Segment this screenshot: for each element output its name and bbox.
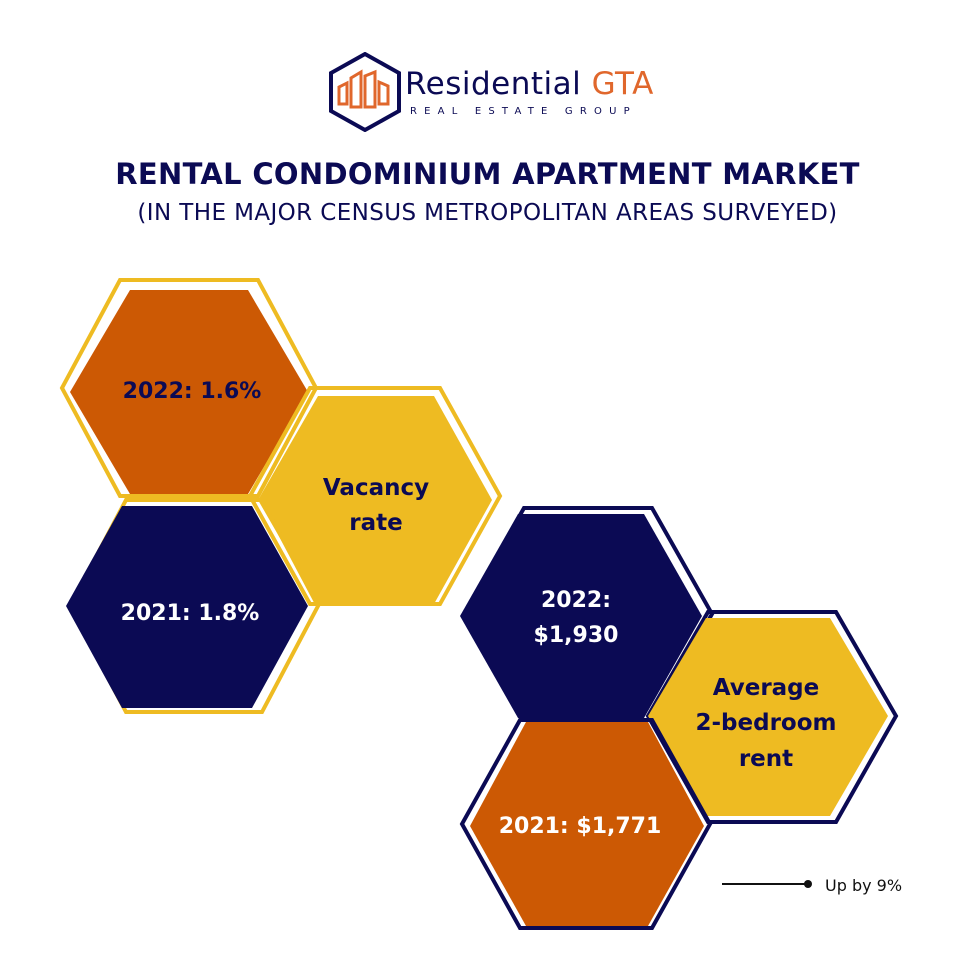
rent-label-line3: rent xyxy=(739,746,793,772)
rent-2022-line1: 2022: xyxy=(541,588,611,613)
vacancy-label-line1: Vacancy xyxy=(323,475,429,501)
legend-marker xyxy=(722,880,812,888)
rent-label-line1: Average xyxy=(713,675,820,701)
hex-vacancy-2021: 2021: 1.8% xyxy=(66,498,321,714)
vacancy-2021-value: 2021: 1.8% xyxy=(121,601,260,626)
legend-label: Up by 9% xyxy=(825,876,903,895)
page-title: RENTAL CONDOMINIUM APARTMENT MARKET xyxy=(115,157,860,191)
page-subtitle: (IN THE MAJOR CENSUS METROPOLITAN AREAS … xyxy=(137,200,838,226)
vacancy-2022-value: 2022: 1.6% xyxy=(123,379,262,404)
hex-vacancy-label: Vacancy rate xyxy=(247,386,503,606)
rent-2021-value: 2021: $1,771 xyxy=(499,814,662,839)
building-hexagon-logo-icon xyxy=(329,52,401,132)
hex-rent-label: Average 2-bedroom rent xyxy=(645,610,899,824)
rent-label-line2: 2-bedroom xyxy=(696,710,837,736)
vacancy-label-line2: rate xyxy=(349,510,402,536)
rent-2022-line2: $1,930 xyxy=(534,623,619,648)
brand-name-accent: GTA xyxy=(591,66,654,102)
brand-tagline: REAL ESTATE GROUP xyxy=(410,106,637,117)
hex-rent-2022: 2022: $1,930 xyxy=(460,506,715,722)
hex-vacancy-2022: 2022: 1.6% xyxy=(59,278,319,498)
brand-name-main: Residential xyxy=(405,66,582,102)
brand-name: Residential GTA xyxy=(405,66,654,102)
hex-rent-2021: 2021: $1,771 xyxy=(459,718,713,930)
